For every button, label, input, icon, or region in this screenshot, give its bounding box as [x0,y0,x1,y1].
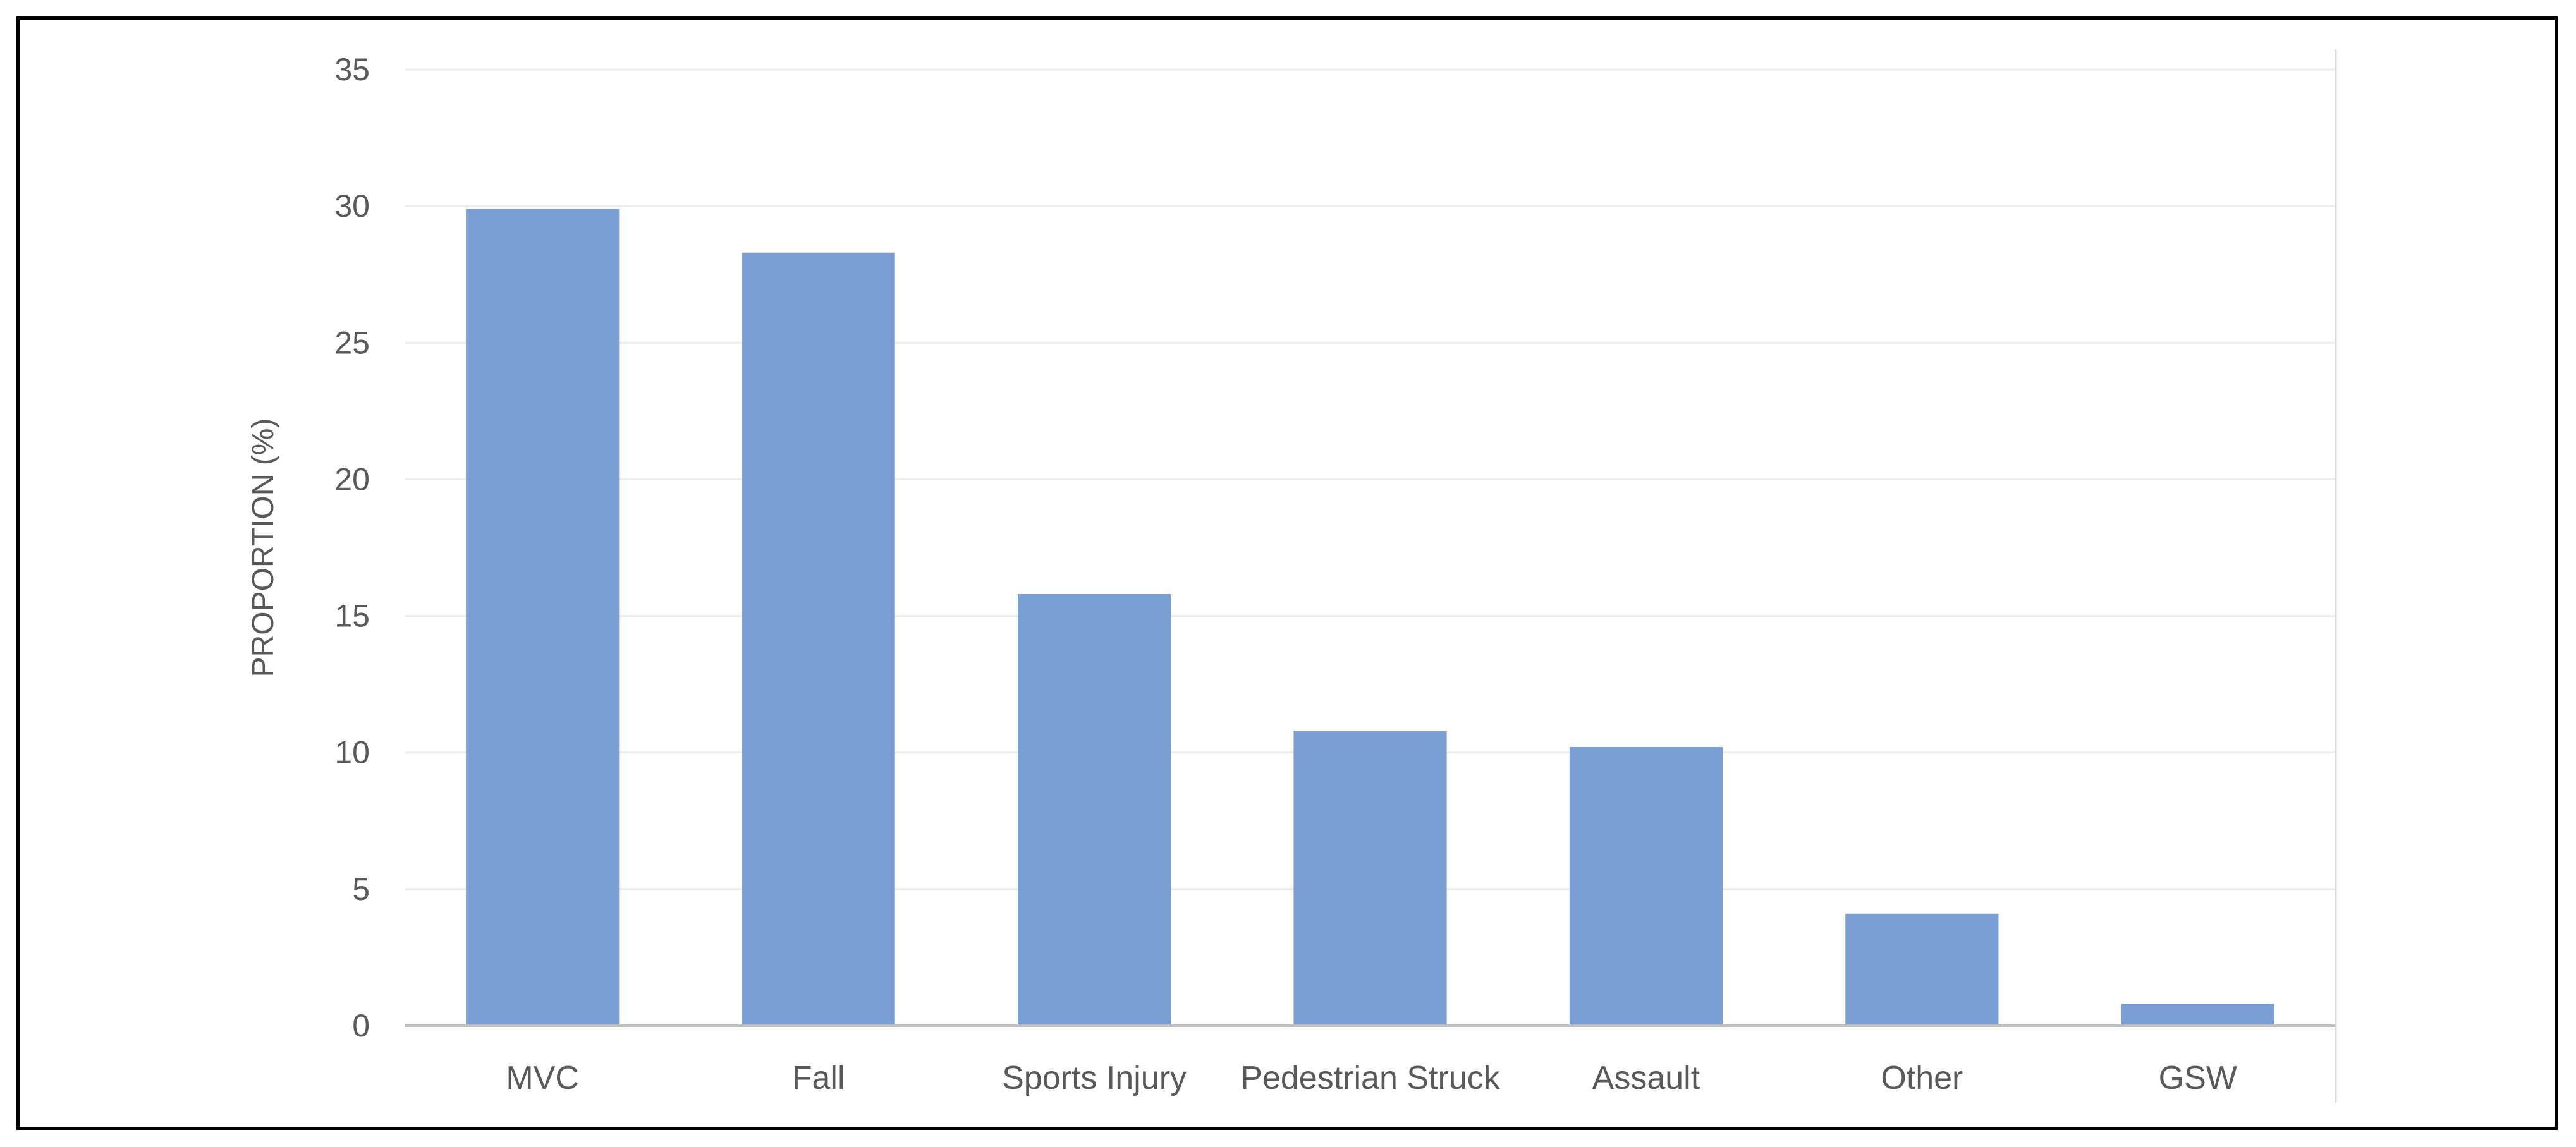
bar [466,209,620,1026]
bar [1845,913,1999,1026]
x-tick-label: Pedestrian Struck [1240,1060,1500,1096]
y-tick-label: 20 [334,461,370,497]
y-tick-label: 5 [352,871,370,907]
bar [1017,593,1171,1026]
bar [1293,731,1447,1026]
bar [1569,747,1723,1026]
bars [466,209,2274,1026]
x-tick-labels: MVC Fall Sports Injury Pedestrian Struck Ass… [506,1060,2237,1096]
y-tick-label: 35 [334,52,370,87]
x-tick-label: Assault [1592,1060,1700,1096]
axes [405,49,2337,1103]
y-tick-label: 30 [334,188,370,224]
x-tick-label: Other [1881,1060,1963,1096]
gridlines [405,68,2336,890]
y-tick-label: 15 [334,598,370,634]
x-tick-label: GSW [2159,1060,2237,1096]
y-tick-label: 0 [352,1008,370,1043]
chart-frame [16,16,2558,1130]
x-tick-label: Sports Injury [1002,1060,1187,1096]
y-axis-title: PROPORTION (%) [247,418,280,677]
bar [742,252,895,1026]
bar [2121,1004,2274,1026]
y-tick-label: 25 [334,325,370,360]
x-tick-label: Fall [792,1060,845,1096]
y-tick-labels: 0 5 10 15 20 25 30 35 [334,52,370,1043]
x-tick-label: MVC [506,1060,579,1096]
y-tick-label: 10 [334,735,370,770]
